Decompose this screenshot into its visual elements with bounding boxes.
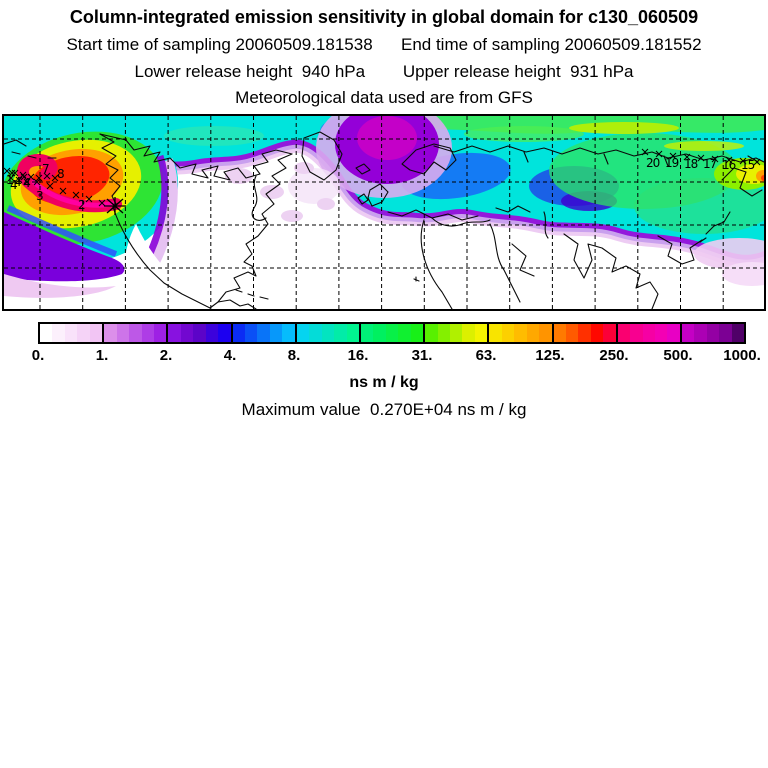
release-point-marker: [104, 197, 126, 215]
colorbar-tick: 1.: [95, 347, 109, 364]
map-panel: 2 3 4 7 8 1 4 4 20 19 18 17 16 15: [2, 114, 766, 311]
svg-text:1: 1: [6, 173, 13, 187]
colorbar-segment: [551, 324, 616, 342]
colorbar-tick: 4.: [223, 347, 237, 364]
svg-text:8: 8: [57, 167, 64, 181]
colorbar-tick: 63.: [475, 347, 497, 364]
colorbar-segment: [166, 324, 231, 342]
colorbar-segment: [102, 324, 167, 342]
sampling-times-line: Start time of sampling 20060509.181538 E…: [66, 35, 702, 54]
colorbar-tick: 0.: [31, 347, 45, 364]
svg-text:4: 4: [23, 176, 30, 190]
colorbar-tick: 125.: [535, 347, 565, 364]
coastlines: [4, 131, 764, 309]
plot-title: Column-integrated emission sensitivity i…: [69, 7, 699, 27]
colorbar-tick: 500.: [663, 347, 693, 364]
svg-text:18: 18: [684, 157, 698, 171]
colorbar: [38, 322, 746, 344]
colorbar-segment: [679, 324, 745, 342]
colorbar-segment: [423, 324, 488, 342]
svg-text:19: 19: [665, 156, 679, 170]
colorbar-tick-labels: 0. 1. 2. 4. 8. 16. 31. 63. 125. 250. 500. 1000.: [32, 347, 761, 365]
colorbar-segment: [230, 324, 295, 342]
svg-text:20: 20: [646, 156, 660, 170]
svg-text:4: 4: [14, 175, 21, 189]
svg-text:2: 2: [78, 198, 85, 212]
colorbar-segment: [40, 324, 103, 342]
colorbar-segment: [294, 324, 359, 342]
colorbar-tick: 31.: [411, 347, 433, 364]
svg-text:4: 4: [10, 178, 17, 192]
colorbar-units-label: ns m / kg: [349, 374, 419, 391]
svg-text:17: 17: [703, 157, 717, 171]
colorbar-tick: 2.: [159, 347, 173, 364]
colorbar-tick: 1000.: [723, 347, 761, 364]
svg-text:16: 16: [722, 158, 736, 172]
colorbar-tick: 16.: [347, 347, 369, 364]
svg-text:7: 7: [42, 162, 49, 176]
trajectory-marks: [4, 148, 761, 210]
release-heights-line: Lower release height 940 hPa Upper relea…: [134, 62, 634, 81]
max-value-label: Maximum value 0.270E+04 ns m / kg: [241, 400, 527, 419]
colorbar-segment: [615, 324, 680, 342]
meteo-source-line: Meteorological data used are from GFS: [235, 88, 533, 107]
colorbar-segment: [358, 324, 424, 342]
colorbar-segment: [487, 324, 552, 342]
svg-text:15: 15: [741, 158, 755, 172]
svg-text:3: 3: [36, 189, 43, 203]
emission-field: [4, 116, 764, 309]
colorbar-tick: 8.: [287, 347, 301, 364]
colorbar-tick: 250.: [599, 347, 629, 364]
gridlines: [4, 116, 764, 309]
